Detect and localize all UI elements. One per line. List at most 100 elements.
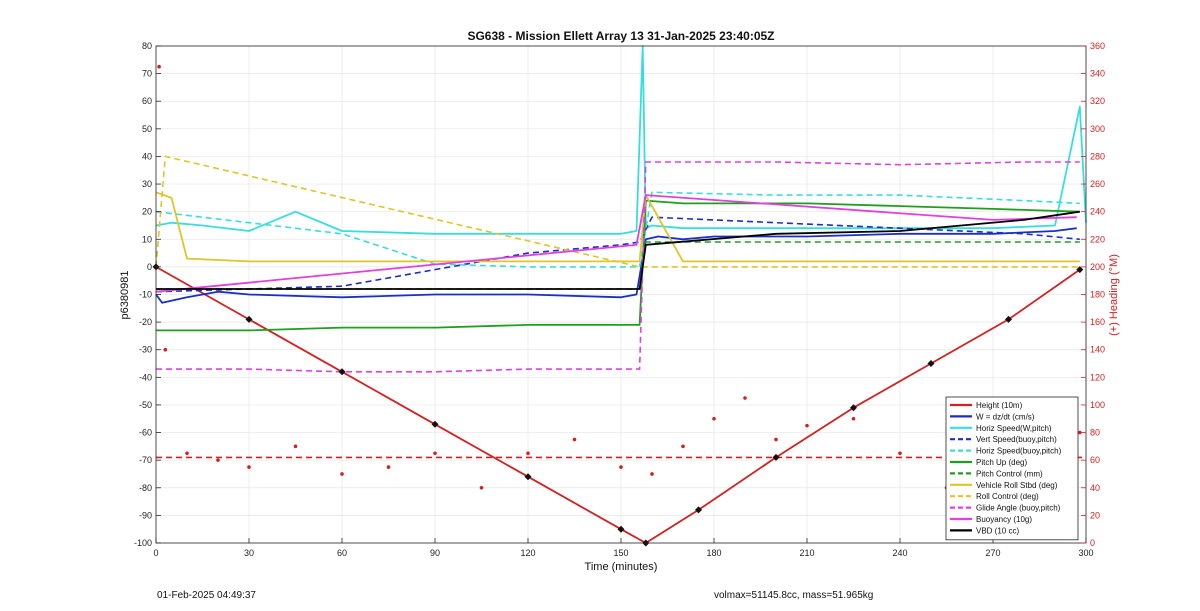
heading-point: [433, 451, 437, 456]
series-line-7: [155, 191, 1080, 263]
height-marker: [772, 453, 780, 461]
height-marker: [850, 404, 857, 412]
y2-tick-label: 40: [1090, 483, 1100, 493]
heading-point: [247, 465, 251, 469]
height-marker: [695, 506, 702, 514]
y2-axis-ticks: 0 20 40 60 80 100 120 140 160 180 200 220 240 260 280 3…: [1081, 41, 1105, 548]
x-tick-label: 0: [153, 548, 158, 558]
y-tick-label: 80: [142, 41, 152, 51]
y2-tick-label: 60: [1090, 455, 1100, 465]
heading-point: [898, 451, 902, 456]
x-tick-label: 180: [706, 548, 721, 558]
series-line-4: [155, 191, 1080, 268]
y-axis-label: p6380981: [119, 271, 131, 320]
heading-point: [681, 444, 685, 449]
legend-entry-label: Vert Speed(buoy,pitch): [976, 435, 1057, 444]
y-tick-label: -10: [139, 290, 152, 300]
height-marker: [1076, 266, 1084, 274]
y-tick-label: 40: [142, 151, 152, 161]
heading-point: [163, 347, 168, 352]
y2-axis-label: (+) Heading (°M): [1108, 254, 1120, 336]
heading-point: [157, 64, 161, 69]
heading-point: [340, 472, 344, 476]
heading-point: [774, 437, 778, 442]
y2-tick-label: 240: [1090, 207, 1105, 217]
heading-point: [386, 465, 391, 469]
x-tick-label: 150: [613, 548, 628, 558]
y2-tick-label: 220: [1090, 234, 1105, 244]
heading-point: [216, 458, 220, 462]
y2-tick-label: 300: [1090, 124, 1105, 134]
height-marker: [1005, 315, 1012, 323]
x-tick-label: 90: [430, 548, 440, 558]
x-tick-label: 300: [1078, 548, 1093, 558]
series-line-1: [155, 227, 1077, 304]
heading-points: [157, 64, 1082, 490]
x-axis-ticks: 0 30 60 90 120 150 180 210 240 270 300: [153, 538, 1094, 558]
x-tick-label: 30: [244, 548, 254, 558]
heading-point: [185, 451, 189, 456]
y-tick-label: -40: [139, 372, 152, 382]
height-marker: [245, 315, 253, 323]
y-tick-label: 50: [142, 124, 152, 134]
y2-tick-label: 80: [1090, 428, 1100, 438]
y2-tick-label: 20: [1090, 510, 1100, 520]
series-line-2: [155, 45, 1087, 235]
y-tick-label: -70: [139, 455, 152, 465]
legend-entry-label: W = dz/dt (cm/s): [976, 412, 1035, 421]
heading-point: [1078, 430, 1082, 435]
legend-entry-label: Buoyancy (10g): [976, 515, 1032, 524]
y-tick-label: -20: [139, 317, 152, 327]
y2-tick-label: 140: [1090, 345, 1105, 355]
y-tick-label: -60: [139, 428, 152, 438]
series-line-9: [156, 161, 1080, 373]
heading-point: [572, 437, 577, 442]
y-tick-label: 70: [142, 69, 152, 79]
y-tick-label: 0: [147, 262, 152, 272]
heading-point: [712, 416, 716, 421]
legend-entry-label: Pitch Control (mm): [976, 469, 1043, 478]
y-tick-label: -30: [139, 345, 152, 355]
x-tick-label: 210: [799, 548, 814, 558]
series-line-8: [155, 155, 1080, 268]
y2-tick-label: 280: [1090, 151, 1105, 161]
series-line-5: [156, 199, 1080, 332]
x-tick-label: 270: [985, 548, 1000, 558]
legend-entry-label: Vehicle Roll Stbd (deg): [976, 481, 1058, 490]
legend-entry-label: VBD (10 cc): [976, 526, 1019, 535]
legend-entry-label: Roll Control (deg): [976, 492, 1039, 501]
y2-tick-label: 200: [1090, 262, 1105, 272]
legend-entry-label: Pitch Up (deg): [976, 458, 1027, 467]
y2-tick-label: 360: [1090, 41, 1105, 51]
x-tick-label: 240: [892, 548, 907, 558]
heading-point: [805, 423, 809, 428]
legend: Height (10m) W = dz/dt (cm/s) Horiz Speed(…: [945, 396, 1079, 541]
x-tick-label: 60: [337, 548, 347, 558]
y-tick-label: -100: [134, 538, 152, 548]
heading-point: [619, 465, 623, 469]
footer-timestamp: 01-Feb-2025 04:49:37: [157, 590, 256, 601]
height-marker: [927, 360, 935, 368]
y-tick-label: -80: [139, 483, 152, 493]
y-tick-label: 60: [142, 96, 152, 106]
y2-tick-label: 340: [1090, 69, 1105, 79]
x-tick-label: 120: [520, 548, 535, 558]
y-tick-label: 20: [142, 207, 152, 217]
y-tick-label: -90: [139, 510, 152, 520]
legend-entry-label: Height (10m): [976, 401, 1023, 410]
heading-point: [526, 451, 530, 456]
x-axis-label: Time (minutes): [585, 561, 658, 573]
heading-point: [743, 396, 747, 400]
series-line-10: [155, 194, 1077, 293]
y-tick-label: 30: [142, 179, 152, 189]
y2-tick-label: 100: [1090, 400, 1105, 410]
legend-entry-label: Horiz Speed(W,pitch): [976, 424, 1052, 433]
heading-point: [650, 472, 654, 476]
y-axis-ticks: -100-90-80-70-60-50-40-30-20-10010203040…: [134, 41, 161, 548]
y2-tick-label: 120: [1090, 372, 1105, 382]
y2-tick-label: 160: [1090, 317, 1105, 327]
heading-point: [293, 444, 298, 449]
y-tick-label: 10: [142, 234, 152, 244]
footer-volmax-mass: volmax=51145.8cc, mass=51.965kg: [714, 590, 873, 601]
y2-tick-label: 320: [1090, 96, 1105, 106]
